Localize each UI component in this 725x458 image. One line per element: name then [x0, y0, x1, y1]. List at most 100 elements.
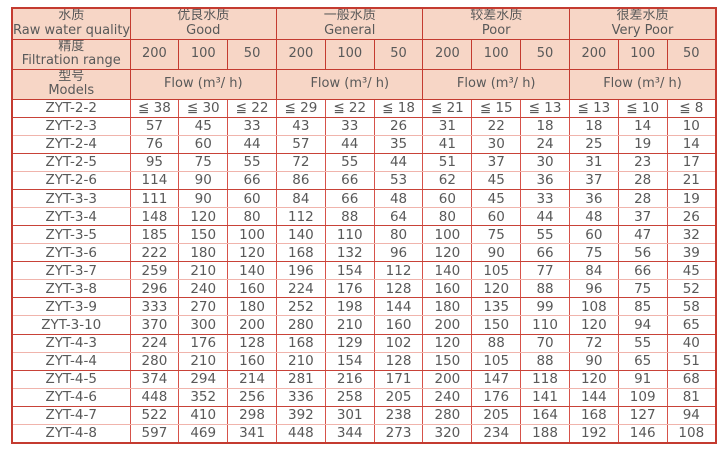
table-header: 水质 Raw water quality 优良水质 Good 一般水质 Gene…: [11, 7, 717, 100]
model-cell: ZYT-4-3: [11, 333, 131, 353]
flow-value-cell: 154: [324, 351, 375, 371]
flow-value-cell: 75: [568, 243, 619, 263]
flow-value-cell: 140: [275, 225, 326, 245]
model-cell: ZYT-3-8: [11, 279, 131, 299]
flow-value-cell: 58: [666, 297, 717, 317]
flow-value-cell: 120: [422, 243, 473, 263]
flow-value-cell: 76: [129, 134, 180, 154]
flow-value-cell: 118: [520, 369, 570, 389]
model-cell: ZYT-2-3: [11, 116, 131, 136]
flow-value-cell: 26: [666, 207, 717, 227]
flow-value-cell: 469: [178, 423, 229, 444]
flow-value-cell: ≦ 30: [178, 98, 229, 118]
flow-value-cell: 18: [568, 116, 619, 136]
flow-value-cell: 205: [471, 405, 522, 425]
flow-value-cell: 132: [324, 243, 375, 263]
flow-value-cell: 352: [178, 387, 229, 407]
flow-value-cell: 105: [471, 351, 522, 371]
flow-value-cell: 77: [520, 261, 570, 281]
corner-label-en: Raw water quality: [13, 22, 130, 38]
models-header: 型号 Models: [11, 68, 131, 100]
flow-header-very-poor: Flow (m³/ h): [568, 68, 717, 100]
flow-value-cell: 341: [227, 423, 277, 444]
flow-value-cell: 164: [520, 405, 570, 425]
table-row: ZYT-2-2 ≦ 38 ≦ 30 ≦ 22 ≦ 29 ≦ 22 ≦ 18 ≦ 21 ≦ 15 ≦…: [11, 98, 717, 118]
flow-value-cell: 86: [275, 170, 326, 191]
flow-value-cell: 57: [129, 116, 180, 136]
flow-value-cell: 33: [227, 116, 277, 136]
flow-value-cell: 81: [666, 387, 717, 407]
flow-value-cell: 57: [275, 134, 326, 154]
flow-value-cell: 320: [422, 423, 473, 444]
flow-value-cell: 53: [373, 170, 424, 191]
flow-value-cell: 36: [520, 170, 570, 191]
flow-value-cell: 44: [324, 134, 375, 154]
group-header-general: 一般水质 General: [275, 7, 424, 40]
model-cell: ZYT-3-10: [11, 315, 131, 335]
flow-value-cell: 141: [520, 387, 570, 407]
flow-value-cell: 88: [520, 279, 570, 299]
flow-value-cell: 168: [275, 243, 326, 263]
flow-value-cell: 33: [520, 188, 570, 209]
flow-value-cell: 150: [178, 225, 229, 245]
flow-value-cell: 448: [275, 423, 326, 444]
table-body: ZYT-2-2 ≦ 38 ≦ 30 ≦ 22 ≦ 29 ≦ 22 ≦ 18 ≦ 21 ≦ 15 ≦…: [11, 98, 717, 444]
flow-value-cell: 80: [227, 207, 277, 227]
flow-value-cell: ≦ 22: [227, 98, 277, 118]
flow-value-cell: 120: [178, 207, 229, 227]
flow-value-cell: 66: [520, 243, 570, 263]
flow-value-cell: 128: [373, 279, 424, 299]
flow-value-cell: 128: [373, 351, 424, 371]
flow-value-cell: 127: [617, 405, 668, 425]
filtration-value: 50: [373, 38, 424, 70]
flow-value-cell: 176: [178, 333, 229, 353]
flow-value-cell: 192: [568, 423, 619, 444]
flow-value-cell: 47: [617, 225, 668, 245]
flow-value-cell: 55: [617, 333, 668, 353]
flow-value-cell: 280: [422, 405, 473, 425]
flow-value-cell: 188: [520, 423, 570, 444]
flow-value-cell: 48: [373, 188, 424, 209]
flow-value-cell: 522: [129, 405, 180, 425]
flow-value-cell: 30: [520, 152, 570, 172]
flow-value-cell: 180: [178, 243, 229, 263]
flow-value-cell: 216: [324, 369, 375, 389]
flow-value-cell: 96: [568, 279, 619, 299]
flow-value-cell: 84: [275, 188, 326, 209]
corner-label-zh: 水质: [58, 8, 85, 24]
flow-value-cell: 294: [178, 369, 229, 389]
flow-value-cell: 25: [568, 134, 619, 154]
model-cell: ZYT-2-2: [11, 98, 131, 118]
flow-value-cell: 160: [227, 351, 277, 371]
group-poor-en: Poor: [481, 22, 511, 38]
model-cell: ZYT-3-3: [11, 188, 131, 209]
flow-value-cell: 300: [178, 315, 229, 335]
flow-value-cell: 100: [422, 225, 473, 245]
flow-value-cell: 144: [568, 387, 619, 407]
flow-value-cell: 44: [520, 207, 570, 227]
flow-value-cell: 60: [178, 134, 229, 154]
table-row: ZYT-2-6 114 90 66 86 66 53 62 45 36 37 28 21: [11, 170, 717, 191]
table-row: ZYT-3-9 333 270 180 252 198 144 180 135 99 108 85 58: [11, 297, 717, 317]
flow-value-cell: 32: [666, 225, 717, 245]
flow-value-cell: 43: [275, 116, 326, 136]
filtration-value: 50: [666, 38, 717, 70]
table-row: ZYT-2-3 57 45 33 43 33 26 31 22 18 18 14 10: [11, 116, 717, 136]
flow-value-cell: 90: [471, 243, 522, 263]
flow-value-cell: 108: [568, 297, 619, 317]
flow-value-cell: 45: [666, 261, 717, 281]
flow-value-cell: 114: [129, 170, 180, 191]
flow-value-cell: 51: [666, 351, 717, 371]
flow-value-cell: 160: [227, 279, 277, 299]
flow-value-cell: 120: [471, 279, 522, 299]
flow-value-cell: 66: [324, 188, 375, 209]
flow-value-cell: 168: [275, 333, 326, 353]
flow-value-cell: 154: [324, 261, 375, 281]
flow-value-cell: 17: [666, 152, 717, 172]
flow-value-cell: 234: [471, 423, 522, 444]
flow-value-cell: 129: [324, 333, 375, 353]
flow-value-cell: 298: [227, 405, 277, 425]
table-row: ZYT-4-5 374 294 214 281 216 171 200 147 118 120 91 6…: [11, 369, 717, 389]
flow-value-cell: 448: [129, 387, 180, 407]
table-row: ZYT-4-4 280 210 160 210 154 128 150 105 88 90 65 51: [11, 351, 717, 371]
